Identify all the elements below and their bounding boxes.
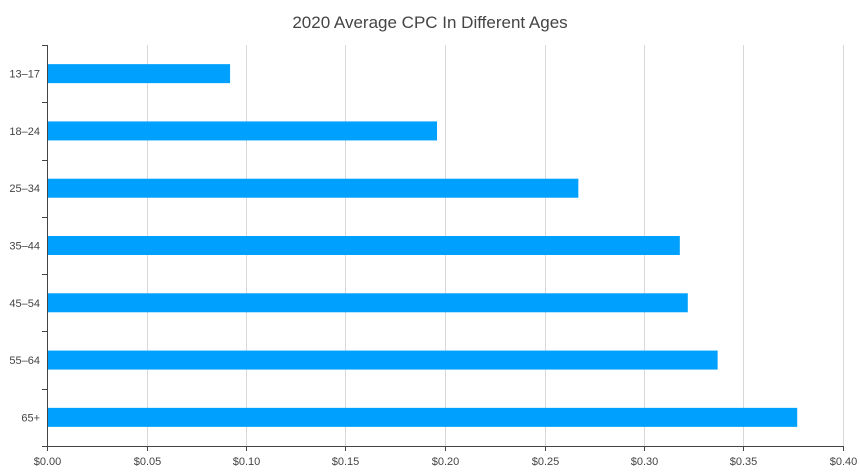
y-tick-label: 18–24	[9, 126, 40, 138]
bar	[47, 407, 798, 427]
chart-title: 2020 Average CPC In Different Ages	[292, 13, 568, 32]
x-tick-label: $0.40	[830, 456, 858, 468]
bar	[47, 350, 718, 370]
x-tick-label: $0.05	[134, 456, 162, 468]
axes	[42, 45, 844, 451]
bar	[47, 178, 579, 198]
y-tick-label: 25–34	[9, 183, 40, 195]
x-tick-label: $0.15	[332, 456, 360, 468]
y-tick-label: 35–44	[9, 241, 40, 253]
bar	[47, 293, 688, 313]
bar	[47, 121, 438, 141]
y-tick-label: 45–54	[9, 298, 40, 310]
x-tick-label: $0.35	[730, 456, 758, 468]
x-tick-label: $0.20	[432, 456, 460, 468]
x-tick-label: $0.10	[233, 456, 261, 468]
tick-labels: 13–17 18–24 25–34 35–44 45–54 55–64 65+ $0.00 $0…	[9, 69, 857, 468]
x-tick-label: $0.30	[631, 456, 659, 468]
x-tick-label: $0.25	[532, 456, 560, 468]
y-tick-label: 65+	[21, 412, 40, 424]
bar	[47, 64, 231, 84]
bars	[47, 64, 798, 427]
y-tick-label: 13–17	[9, 69, 40, 81]
y-tick-label: 55–64	[9, 355, 40, 367]
bar	[47, 236, 680, 255]
x-tick-label: $0.00	[34, 456, 62, 468]
